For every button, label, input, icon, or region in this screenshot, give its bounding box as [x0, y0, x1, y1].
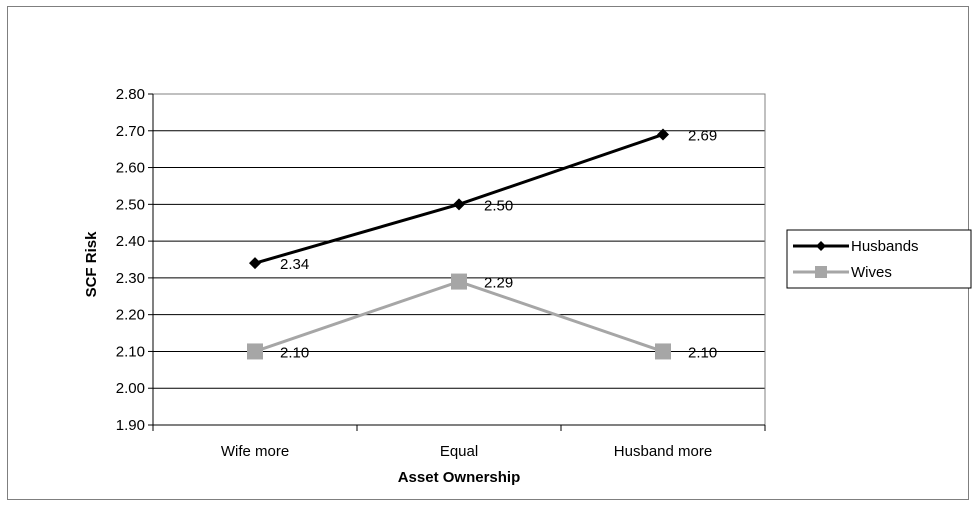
axes: 1.90 2.00 2.10 2.20 2.30 2.40 2.50 2.60 2.70 2.80…: [116, 86, 766, 460]
data-label: 2.69: [688, 127, 717, 144]
data-point-marker: [451, 273, 467, 290]
data-point-marker: [657, 128, 669, 141]
data-point-marker: [247, 343, 263, 360]
legend: Husbands Wives: [786, 229, 972, 289]
data-labels: 2.34 2.50 2.69 2.10 2.29 2.10: [280, 127, 717, 361]
y-tick-label: 2.40: [116, 233, 145, 250]
x-tick-label: Husband more: [614, 443, 712, 460]
y-tick-label: 2.20: [116, 307, 145, 324]
data-point-marker: [453, 198, 465, 211]
y-tick-label: 2.00: [116, 380, 145, 397]
data-point-marker: [816, 241, 826, 251]
y-tick-label: 2.50: [116, 196, 145, 213]
y-tick-label: 2.10: [116, 343, 145, 360]
y-tick-label: 2.70: [116, 123, 145, 140]
y-axis-title: SCF Risk: [83, 231, 100, 298]
x-tick-label: Wife more: [221, 443, 289, 460]
y-tick-label: 2.80: [116, 86, 145, 103]
gridlines: [153, 93, 765, 389]
legend-label: Wives: [851, 264, 892, 281]
data-point-marker: [655, 343, 671, 360]
y-tick-label: 1.90: [116, 417, 145, 434]
y-tick-label: 2.60: [116, 160, 145, 177]
legend-box: [786, 229, 972, 289]
data-label: 2.29: [484, 275, 513, 292]
legend-label: Husbands: [851, 238, 919, 255]
series-line-wives: [254, 279, 664, 353]
data-label: 2.50: [484, 197, 513, 214]
plot-area-border: [152, 93, 766, 426]
data-point-marker: [249, 257, 261, 270]
y-tick-label: 2.30: [116, 270, 145, 287]
x-axis-title: Asset Ownership: [398, 469, 521, 486]
x-tick-label: Equal: [440, 443, 478, 460]
series: [247, 128, 671, 360]
data-point-marker: [815, 266, 827, 278]
data-label: 2.10: [280, 344, 309, 361]
data-label: 2.10: [688, 344, 717, 361]
data-label: 2.34: [280, 256, 309, 273]
